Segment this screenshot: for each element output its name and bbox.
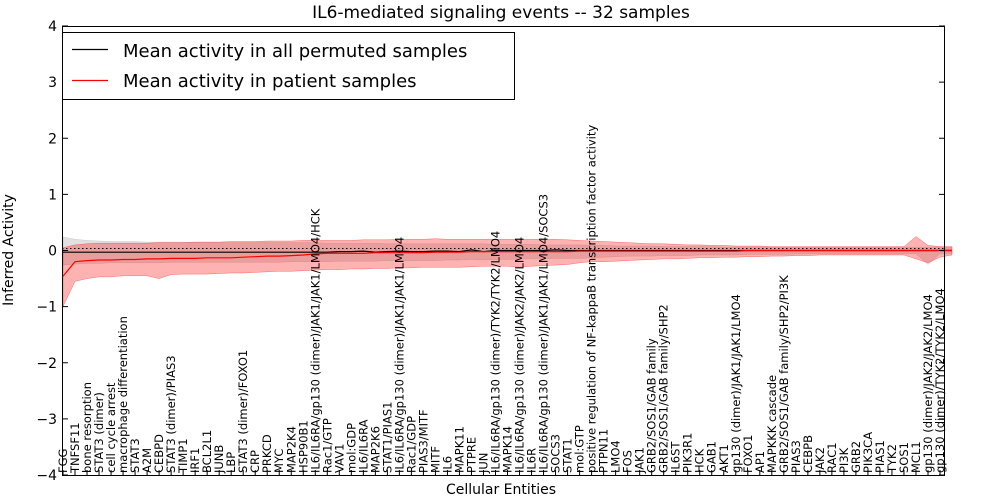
y-tick-label: 4 [48,19,57,35]
x-tick-label: Rac1/GDP [404,416,418,473]
x-tick-label: CEBPB [801,435,815,473]
x-axis-label: Cellular Entities [446,482,556,498]
x-tick-label: MAPK14 [501,426,515,473]
x-tick-label: JAK2 [813,447,827,474]
x-tick-label: AP1 [753,451,767,473]
x-tick-label: FOS [621,450,635,473]
x-tick-label: Rac1/GTP [320,418,334,473]
x-tick-label: MAP2K4 [284,426,298,473]
x-tick-label: TIMP1 [176,438,190,474]
x-tick-label: IL6/IL6RA/gp130 (dimer)/JAK1/JAK1/LMO4/H… [308,208,322,473]
x-tick-label: FOXO1 [741,435,755,473]
x-tick-label: MAP2K6 [368,426,382,473]
x-tick-label: HSP90B1 [296,420,310,473]
x-tick-label: IL6 [440,456,454,473]
y-tick-label: −4 [36,468,57,484]
band-series-1 [62,236,953,307]
y-tick-label: 3 [48,75,57,91]
legend-frame [62,32,515,100]
x-tick-label: STAT1 [561,438,575,473]
x-tick-label: IL6/IL6RA/gp130 (dimer)/TYK2/TYK2/LMO4 [489,231,503,473]
y-tick-label: −2 [36,356,57,372]
x-tick-label: PI3K [837,447,851,473]
confidence-bands [62,236,953,307]
x-tick-label: JUNB [212,445,226,474]
x-tick-label: MAPKKK cascade [765,375,779,473]
x-tick-label: AKT1 [717,444,731,473]
y-tick-label: 1 [48,187,57,203]
x-tick-label: mol:GTP [573,425,587,473]
x-tick-label: TNFSF11 [68,422,82,474]
x-tick-label: GRB2/SOS1/GAB family/SHP2/PI3K [777,275,791,473]
x-tick-label: STAT3 (dimer)/PIAS3 [164,355,178,473]
x-tick-label: MCL1 [909,441,923,473]
x-tick-label: LMO4 [609,440,623,473]
x-tick-label: PIK3R1 [681,433,695,474]
x-tick-label: VAV1 [332,444,346,473]
x-tick-label: STAT1/PIAS1 [380,402,394,473]
x-tick-label: STAT3 (dimer)/FOXO1 [236,350,250,473]
x-tick-label: MAPK11 [453,426,467,473]
x-tick-label: A2M [140,448,154,473]
x-tick-label: cell cycle arrest [104,382,118,473]
x-tick-label: PRKCD [260,434,274,473]
x-tick-label: PIK3CA [861,432,875,473]
x-tick-label: PTPRE [465,437,479,473]
x-tick-label: gp130 (dimer)/JAK2/JAK2/LMO4 [921,294,935,473]
x-tick-label: TYK2 [885,444,899,474]
x-tick-label: SOCS3 [549,434,563,473]
x-tick-label: CEBPD [152,434,166,473]
x-tick-label: gp130 (dimer)/JAK1/JAK1/LMO4 [729,294,743,473]
x-tick-label: PTPN11 [597,429,611,473]
x-tick-label: IL6R [525,448,539,473]
line-series-1 [62,249,952,277]
x-tick-label: BCL2L1 [200,430,214,473]
x-tick-label: IL6/IL6RA [356,419,370,473]
y-tick-label: −3 [36,412,57,428]
x-tick-label: PIAS3/MITF [416,409,430,473]
x-tick-label: IL6/IL6RA/gp130 (dimer)/JAK2/JAK2/LMO4 [513,237,527,473]
x-tick-label: LBP [224,452,238,473]
y-tick-label: 0 [48,244,57,260]
x-tick-label: GRB2/SOS1/GAB family/SHP2 [657,304,671,473]
series-lines [62,249,952,277]
legend-label-permuted: Mean activity in all permuted samples [123,41,467,62]
legend: Mean activity in all permuted samples Me… [62,32,515,100]
x-tick-label: FGG [56,449,70,473]
x-tick-label: mol:GDP [344,423,358,473]
x-tick-label: PIAS1 [873,440,887,473]
x-tick-label: IRF1 [188,448,202,473]
x-tick-label: STAT3 (dimer) [92,392,106,473]
y-axis-label: Inferred Activity [1,194,17,306]
x-tick-label: CRP [248,450,262,473]
x-tick-label: GRB2 [849,441,863,473]
x-tick-label: IL6/IL6RA/gp130 (dimer)/JAK1/JAK1/LMO4/S… [537,194,551,473]
x-tick-label: RAC1 [825,442,839,473]
x-tick-label: IL6ST [669,441,683,473]
x-tick-label: positive regulation of NF-kappaB transcr… [585,125,599,473]
x-tick-label: IL6/IL6RA/gp130 (dimer)/JAK1/JAK1/LMO4 [392,237,406,473]
x-tick-label: JAK1 [633,447,647,474]
x-tick-label: MYC [272,449,286,473]
x-tick-label: MITF [428,446,442,473]
x-tick-label: JUN [477,453,491,474]
x-tick-label: GAB1 [705,441,719,473]
x-tick-label: GRB2/SOS1/GAB family [645,338,659,473]
x-tick-label: gp130 (dimer)/TYK2/TYK2/LMO4 [933,288,947,473]
x-tick-label: STAT3 [128,438,142,473]
y-tick-label: −1 [36,300,57,316]
y-axis: −4 −3 −2 −1 0 1 2 3 4 [36,19,945,484]
x-tick-label: bone resorption [80,382,94,473]
legend-label-patient: Mean activity in patient samples [123,71,417,92]
chart-title: IL6-mediated signaling events -- 32 samp… [312,3,690,23]
x-tick-label: HCK [693,448,707,473]
y-tick-label: 2 [48,131,57,147]
x-tick-label: macrophage differentiation [116,316,130,473]
x-tick-label: PIAS3 [789,440,803,473]
x-tick-label: SOS1 [897,442,911,473]
